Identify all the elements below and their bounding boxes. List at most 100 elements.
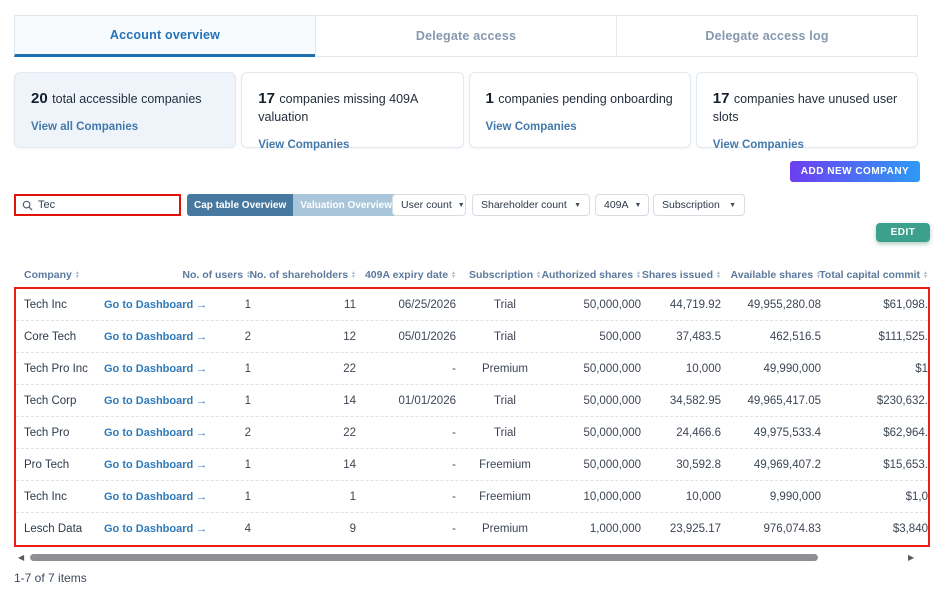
tab-label: Delegate access: [415, 29, 517, 43]
go-to-dashboard-link[interactable]: Go to Dashboard →: [104, 491, 207, 503]
cell-available: 49,990,000: [763, 362, 821, 375]
cell-available: 49,965,417.05: [747, 394, 821, 407]
dropdown-value: User count: [401, 199, 452, 211]
add-new-company-button[interactable]: ADD NEW COMPANY: [790, 161, 920, 182]
dashboard-link-label: Go to Dashboard: [104, 458, 194, 471]
edit-button[interactable]: EDIT: [876, 223, 930, 242]
dropdown-value: Shareholder count: [481, 199, 567, 211]
go-to-dashboard-link[interactable]: Go to Dashboard →: [104, 362, 208, 375]
items-count: 1-7 of 7 items: [14, 571, 87, 585]
stat-label: total accessible companies: [52, 92, 202, 106]
dashboard-link-label: Go to Dashboard: [104, 426, 194, 439]
tab-label: Account overview: [109, 28, 221, 42]
cell-authorized: 10,000,000: [583, 490, 641, 503]
toggle-valuation-overview[interactable]: Valuation Overview: [293, 194, 399, 216]
stat-card: 17 companies missing 409A valuation View …: [241, 72, 464, 151]
column-header-total-capital-commit[interactable]: Total capital commit ▲ ▼: [819, 269, 936, 281]
cell-users: 1: [244, 394, 251, 407]
go-to-dashboard-link[interactable]: Go to Dashboard →: [104, 394, 207, 407]
stat-card: 20 total accessible companies View all Co…: [14, 72, 237, 148]
cell-subscription: Trial: [494, 426, 516, 439]
search-icon: [22, 200, 33, 211]
dashboard-link-label: Go to Dashboard: [104, 330, 194, 343]
cell-users: 1: [244, 458, 251, 471]
stat-value: 1: [485, 90, 494, 107]
go-to-dashboard-link[interactable]: Go to Dashboard →: [104, 523, 207, 535]
cell-company: Lesch Data: [24, 523, 83, 535]
cell-subscription: Trial: [494, 298, 516, 311]
stat-card: 17 companies have unused user slots View …: [695, 72, 918, 151]
view-companies-link[interactable]: View Companies: [485, 121, 577, 133]
horizontal-scrollbar[interactable]: ◀ ▶: [14, 552, 925, 564]
table-row: Core Tech Go to Dashboard → 2 12 05/01/2026 T…: [16, 321, 928, 353]
cell-capital: $15,653.: [883, 458, 928, 471]
view-companies-link[interactable]: View Companies: [712, 139, 804, 151]
view-companies-link[interactable]: View all Companies: [31, 121, 139, 133]
column-label: Total capital commit: [819, 268, 921, 281]
view-companies-link[interactable]: View Companies: [258, 139, 350, 151]
column-header-authorized-shares[interactable]: Authorized shares ▲ ▼: [541, 269, 649, 281]
cell-company: Tech Pro: [24, 426, 70, 439]
cell-subscription: Trial: [494, 394, 516, 407]
cell-subscription: Trial: [494, 330, 516, 343]
go-to-dashboard-link[interactable]: Go to Dashboard →: [104, 330, 207, 343]
dropdown-user-count[interactable]: User count ▼: [392, 194, 466, 216]
column-header-subscription[interactable]: Subscription ▲ ▼: [464, 269, 554, 281]
scroll-right-icon[interactable]: ▶: [908, 553, 915, 562]
cell-shareholders: 11: [344, 298, 356, 311]
tab-delegate-access[interactable]: Delegate access: [315, 15, 617, 57]
stat-label: companies pending onboarding: [498, 92, 673, 106]
column-header-available-shares[interactable]: Available shares ▲ ▼: [729, 269, 829, 281]
cell-authorized: 1,000,000: [589, 523, 641, 535]
cell-available: 9,990,000: [769, 490, 821, 503]
go-to-dashboard-link[interactable]: Go to Dashboard →: [104, 458, 207, 471]
column-label: Authorized shares: [541, 268, 634, 281]
cell-authorized: 50,000,000: [583, 426, 641, 439]
cell-issued: 24,466.6: [676, 426, 721, 439]
dashboard-link-label: Go to Dashboard: [104, 362, 194, 375]
cell-issued: 10,000: [685, 490, 721, 503]
dropdown-shareholder-count[interactable]: Shareholder count ▼: [472, 194, 590, 216]
cell-shareholders: 9: [349, 523, 356, 535]
cell-company: Tech Pro Inc: [24, 362, 88, 375]
table-row: Lesch Data Go to Dashboard → 4 9 - Premium 1,0…: [16, 513, 928, 545]
column-header-no-of-users[interactable]: No. of users ▲ ▼: [182, 269, 259, 281]
cell-company: Tech Corp: [24, 394, 77, 407]
dropdown-subscription[interactable]: Subscription ▼: [653, 194, 745, 216]
stat-value: 20: [31, 90, 48, 107]
column-header-409a-expiry-date[interactable]: 409A expiry date ▲ ▼: [364, 269, 464, 281]
cell-expiry: -: [452, 362, 456, 375]
dashboard-link-label: Go to Dashboard: [104, 394, 194, 407]
cell-authorized: 50,000,000: [583, 394, 641, 407]
cell-expiry: 05/01/2026: [398, 330, 456, 343]
arrow-right-icon: →: [196, 362, 208, 375]
cell-issued: 37,483.5: [676, 330, 721, 343]
cell-expiry: -: [452, 523, 456, 535]
tab-delegate-access-log[interactable]: Delegate access log: [616, 15, 918, 57]
cell-authorized: 500,000: [599, 330, 641, 343]
column-label: Shares issued: [641, 268, 714, 281]
tab-account-overview[interactable]: Account overview: [14, 15, 316, 57]
cell-available: 49,975,533.4: [753, 426, 821, 439]
column-header-company[interactable]: Company ▲ ▼: [24, 269, 104, 281]
cell-subscription: Premium: [481, 362, 528, 375]
scrollbar-thumb[interactable]: [30, 554, 818, 561]
toggle-cap-table-overview[interactable]: Cap table Overview: [187, 194, 294, 216]
scroll-left-icon[interactable]: ◀: [18, 553, 25, 562]
cell-company: Tech Inc: [24, 490, 67, 503]
column-header-shares-issued[interactable]: Shares issued ▲ ▼: [642, 269, 729, 281]
search-input[interactable]: Tec: [14, 194, 181, 216]
cell-capital: $62,964.: [883, 426, 928, 439]
sort-icon: ▲ ▼: [816, 269, 821, 280]
dropdown-409a[interactable]: 409A ▼: [595, 194, 649, 216]
caret-down-icon: ▼: [634, 201, 642, 209]
dropdown-value: 409A: [604, 199, 629, 211]
cell-available: 49,955,280.08: [747, 298, 821, 311]
column-label: No. of users: [182, 268, 244, 281]
go-to-dashboard-link[interactable]: Go to Dashboard →: [104, 426, 207, 439]
cell-issued: 34,582.95: [669, 394, 721, 407]
column-header-no-of-shareholders[interactable]: No. of shareholders ▲ ▼: [249, 269, 364, 281]
column-label: No. of shareholders: [249, 268, 349, 281]
go-to-dashboard-link[interactable]: Go to Dashboard →: [104, 299, 207, 311]
sort-icon: ▲ ▼: [636, 269, 641, 280]
